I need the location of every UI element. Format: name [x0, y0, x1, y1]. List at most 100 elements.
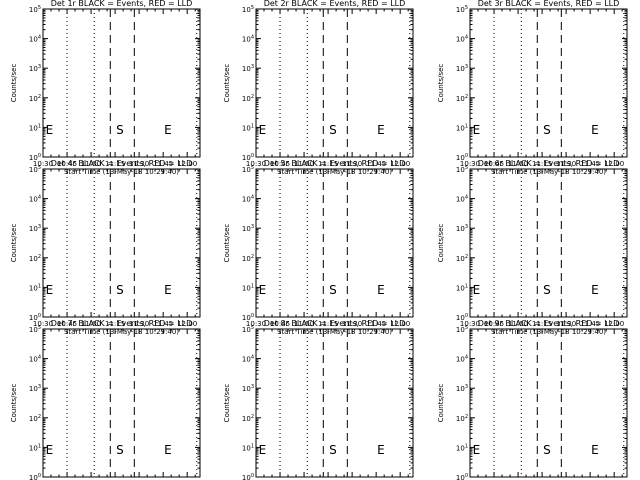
y-tick-label: 101: [456, 283, 468, 292]
y-tick-label: 100: [242, 313, 254, 322]
y-tick-label: 103: [29, 64, 41, 73]
x-axis-label: Start Time (13-May-18 10:29:40): [277, 328, 392, 336]
x-tick-label: 11:30: [129, 320, 149, 328]
y-tick-label: 100: [29, 313, 41, 322]
x-tick-label: 10:45: [57, 320, 77, 328]
x-tick-label: 11:45: [153, 320, 173, 328]
panel-title: Det 6r BLACK = Events, RED = LLD: [478, 159, 620, 168]
detector-panel-8: Det 8r BLACK = Events, RED = LLD 100 10110…: [223, 319, 414, 480]
y-tick-label: 104: [29, 355, 41, 364]
plot-frame: [255, 328, 414, 478]
y-tick-label: 102: [456, 94, 468, 103]
event-marker-label: S: [116, 283, 124, 297]
panel-title: Det 2r BLACK = Events, RED = LLD: [264, 0, 406, 8]
x-tick-label: 11:15: [105, 320, 125, 328]
event-marker-label: E: [259, 443, 267, 457]
event-marker-label: S: [116, 443, 124, 457]
x-tick-label: 11:45: [366, 160, 386, 168]
y-axis: 100 101 102 103 104 105: [29, 165, 200, 322]
panel-title: Det 1r BLACK = Events, RED = LLD: [51, 0, 193, 8]
x-tick-label: 12:00: [177, 320, 197, 328]
panel-title: Det 5r BLACK = Events, RED = LLD: [264, 159, 406, 168]
x-axis: 10:30 10:45 11:00 11:15 11:30 11:45 12:00: [33, 169, 197, 328]
x-axis-label: Start Time (13-May-18 10:29:40): [64, 168, 179, 176]
y-tick-label: 103: [456, 384, 468, 393]
y-tick-label: 102: [456, 414, 468, 423]
y-axis-label: Counts/sec: [10, 224, 18, 263]
y-tick-label: 101: [242, 443, 254, 452]
x-tick-label: 11:15: [532, 320, 552, 328]
y-tick-label: 100: [242, 153, 254, 162]
event-marker-label: E: [591, 443, 599, 457]
x-axis-label: Start Time (13-May-18 10:29:40): [491, 328, 606, 336]
event-marker-label: E: [46, 123, 54, 137]
y-tick-label: 100: [456, 473, 468, 480]
y-tick-label: 104: [29, 195, 41, 204]
x-tick-label: 11:00: [508, 320, 528, 328]
x-tick-label: 11:15: [532, 160, 552, 168]
y-tick-label: 104: [456, 195, 468, 204]
y-axis-label: Counts/sec: [10, 384, 18, 423]
detector-panel-6: Det 6r BLACK = Events, RED = LLD 100 101 10…: [437, 159, 628, 336]
y-axis-label: Counts/sec: [223, 384, 231, 423]
x-tick-label: 11:00: [81, 160, 101, 168]
y-tick-label: 100: [242, 473, 254, 480]
x-tick-label: 10:45: [270, 160, 290, 168]
y-tick-label: 101: [242, 123, 254, 132]
x-tick-label: 12:00: [604, 320, 624, 328]
event-marker-label: E: [259, 123, 267, 137]
event-marker-label: E: [473, 123, 481, 137]
y-axis-label: Counts/sec: [437, 384, 445, 423]
event-marker-label: E: [473, 283, 481, 297]
plot-frame: [42, 8, 201, 158]
y-tick-label: 105: [242, 5, 254, 14]
y-tick-label: 104: [456, 355, 468, 364]
event-marker-label: S: [329, 123, 337, 137]
y-tick-label: 105: [29, 165, 41, 174]
x-tick-label: 10:30: [33, 320, 53, 328]
y-axis-label: Counts/sec: [437, 224, 445, 263]
y-tick-label: 100: [456, 313, 468, 322]
x-tick-label: 11:45: [580, 320, 600, 328]
plot-frame: [469, 168, 628, 318]
detector-panel-2: Det 2r BLACK = Events, RED = LLD 100 101 10…: [223, 0, 414, 176]
x-tick-label: 11:00: [294, 320, 314, 328]
event-marker-label: E: [377, 123, 385, 137]
panel-title: Det 9r BLACK = Events, RED = LLD: [478, 319, 620, 328]
event-marker-label: S: [329, 443, 337, 457]
y-tick-label: 102: [242, 94, 254, 103]
y-tick-label: 102: [456, 254, 468, 263]
x-tick-label: 11:30: [342, 320, 362, 328]
x-tick-label: 10:30: [246, 160, 266, 168]
panel-title: Det 4r BLACK = Events, RED = LLD: [51, 159, 193, 168]
panel-title: Det 8r BLACK = Events, RED = LLD: [264, 319, 406, 328]
x-tick-label: 10:45: [484, 160, 504, 168]
y-axis: 100 101 102 103 104 105: [242, 165, 413, 322]
y-tick-label: 103: [242, 64, 254, 73]
event-marker-label: S: [543, 443, 551, 457]
detector-panel-7: Det 7r BLACK = Events, RED = LLD10010110…: [10, 319, 201, 480]
event-marker-label: E: [591, 283, 599, 297]
y-tick-label: 101: [29, 443, 41, 452]
y-tick-label: 104: [242, 195, 254, 204]
event-marker-label: E: [259, 283, 267, 297]
event-marker-label: E: [164, 443, 172, 457]
x-tick-label: 10:30: [33, 160, 53, 168]
x-tick-label: 11:00: [81, 320, 101, 328]
x-tick-label: 12:00: [390, 320, 410, 328]
x-tick-label: 10:30: [460, 160, 480, 168]
y-axis-label: Counts/sec: [10, 64, 18, 103]
x-tick-label: 10:45: [484, 320, 504, 328]
plot-frame: [255, 8, 414, 158]
x-tick-label: 11:15: [105, 160, 125, 168]
y-tick-label: 101: [29, 123, 41, 132]
y-tick-label: 103: [29, 224, 41, 233]
y-tick-label: 103: [456, 64, 468, 73]
x-tick-label: 12:00: [604, 160, 624, 168]
